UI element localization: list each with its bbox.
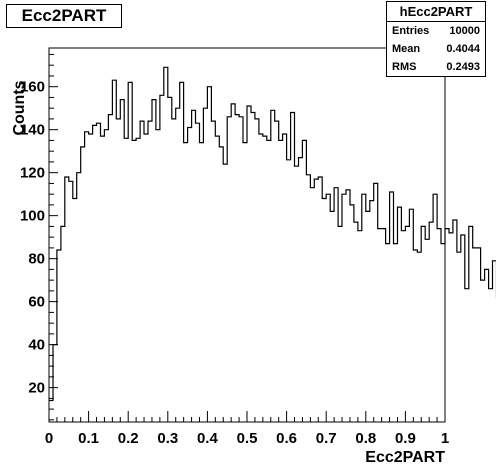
y-tick-label: 40: [28, 337, 45, 354]
y-tick-label: 60: [28, 294, 45, 311]
histogram-outline: [49, 66, 496, 402]
x-axis: 0 0.1 0.2 0.3 0.4 0.5 0.6 0.7 0.8 0.9 1: [45, 411, 449, 447]
x-tick-label: 0.8: [355, 430, 376, 447]
x-axis-title: Ecc2PART: [365, 449, 445, 466]
stats-row-mean: Mean 0.4044: [387, 40, 485, 58]
y-tick-label: 100: [20, 208, 45, 225]
y-tick-label: 20: [28, 380, 45, 397]
x-tick-label: 0.9: [395, 430, 416, 447]
y-tick-label: 80: [28, 251, 45, 268]
x-tick-label: 0.6: [276, 430, 297, 447]
stats-rms-label: RMS: [392, 61, 417, 73]
x-tick-label: 0.2: [118, 430, 139, 447]
y-tick-label: 120: [20, 165, 45, 182]
x-tick-label: 0.4: [197, 430, 219, 447]
stats-entries-label: Entries: [392, 25, 430, 37]
y-tick-label: 140: [20, 122, 45, 139]
stats-histogram-name: hEcc2PART: [387, 2, 485, 22]
x-tick-label: 0.7: [316, 430, 337, 447]
stats-entries-value: 10000: [449, 25, 480, 37]
stats-box: hEcc2PART Entries 10000 Mean 0.4044 RMS …: [386, 1, 486, 77]
x-tick-label: 0.3: [157, 430, 178, 447]
stats-mean-label: Mean: [392, 43, 421, 55]
y-axis: 20 40 60 80 100 120 140 160: [20, 53, 58, 421]
stats-rms-value: 0.2493: [446, 61, 480, 73]
stats-row-rms: RMS 0.2493: [387, 58, 485, 76]
y-axis-title: Counts: [11, 80, 28, 135]
x-tick-label: 1: [441, 430, 449, 447]
plot-title: Ecc2PART: [6, 4, 122, 28]
stats-mean-value: 0.4044: [446, 43, 480, 55]
stats-row-entries: Entries 10000: [387, 22, 485, 40]
x-tick-label: 0.1: [78, 430, 99, 447]
x-tick-label: 0: [45, 430, 53, 447]
y-tick-label: 160: [20, 79, 45, 96]
x-tick-label: 0.5: [237, 430, 258, 447]
